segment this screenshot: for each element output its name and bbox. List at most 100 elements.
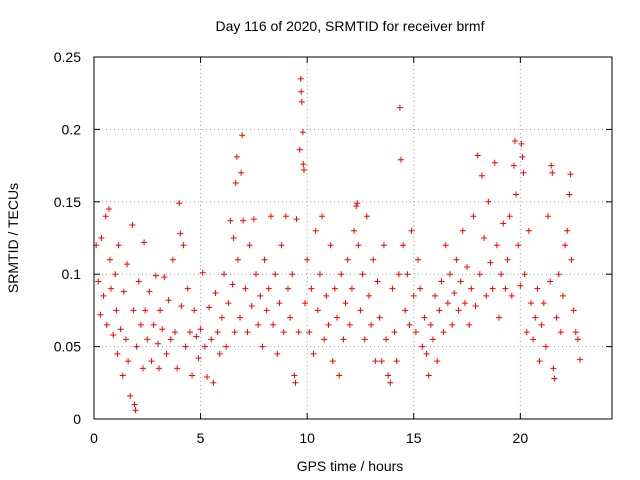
- data-point: [383, 336, 390, 343]
- data-point: [103, 321, 110, 328]
- data-point: [144, 336, 151, 343]
- data-point: [229, 281, 236, 288]
- data-point: [110, 332, 117, 339]
- data-point: [227, 217, 234, 224]
- data-point: [555, 271, 562, 278]
- data-point: [221, 271, 228, 278]
- data-point: [412, 329, 419, 336]
- data-point: [525, 227, 532, 234]
- data-point: [210, 379, 217, 386]
- data-point: [250, 216, 257, 223]
- data-point: [354, 200, 361, 207]
- data-point: [483, 292, 490, 299]
- data-point: [316, 271, 323, 278]
- data-point: [493, 242, 500, 249]
- data-point: [574, 336, 581, 343]
- data-point: [148, 358, 155, 365]
- data-point: [122, 336, 129, 343]
- data-point: [359, 271, 366, 278]
- data-point: [133, 343, 140, 350]
- y-tick-label: 0.15: [54, 194, 81, 210]
- data-point: [310, 350, 317, 357]
- data-point: [177, 230, 184, 237]
- data-point: [451, 290, 458, 297]
- data-point: [238, 169, 245, 176]
- data-point: [508, 292, 515, 299]
- data-point: [459, 227, 466, 234]
- grid-lines: [94, 57, 612, 419]
- data-point: [468, 285, 475, 292]
- data-point: [478, 172, 485, 179]
- data-point: [461, 300, 468, 307]
- data-point: [214, 329, 221, 336]
- data-point: [212, 290, 219, 297]
- data-point: [513, 191, 520, 198]
- y-tick-label: 0.1: [62, 266, 82, 282]
- data-point: [300, 166, 307, 173]
- data-point: [203, 374, 210, 381]
- data-point: [130, 307, 137, 314]
- data-point: [577, 356, 584, 363]
- data-point: [284, 285, 291, 292]
- data-points: [93, 75, 584, 414]
- data-point: [195, 355, 202, 362]
- data-point: [380, 242, 387, 249]
- data-point: [363, 213, 370, 220]
- data-point: [372, 358, 379, 365]
- data-point: [376, 314, 383, 321]
- data-point: [199, 269, 206, 276]
- data-point: [176, 200, 183, 207]
- data-point: [496, 314, 503, 321]
- data-point: [257, 292, 264, 299]
- data-point: [255, 321, 262, 328]
- data-point: [156, 365, 163, 372]
- data-point: [178, 303, 185, 310]
- data-point: [549, 169, 556, 176]
- data-point: [150, 321, 157, 328]
- data-point: [218, 314, 225, 321]
- data-point: [189, 372, 196, 379]
- data-point: [440, 329, 447, 336]
- data-point: [527, 300, 534, 307]
- data-point: [402, 307, 409, 314]
- data-point: [520, 169, 527, 176]
- data-point: [293, 216, 300, 223]
- data-point: [444, 300, 451, 307]
- data-point: [548, 162, 555, 169]
- data-point: [117, 326, 124, 333]
- data-point: [230, 235, 237, 241]
- data-point: [112, 271, 119, 278]
- data-point: [466, 321, 473, 328]
- data-point: [378, 358, 385, 365]
- data-point: [223, 343, 230, 350]
- data-point: [410, 292, 417, 299]
- data-point: [142, 307, 149, 314]
- data-point: [536, 358, 543, 365]
- x-axis-label: GPS time / hours: [297, 458, 404, 474]
- chart-title: Day 116 of 2020, SRMTID for receiver brm…: [216, 18, 485, 34]
- data-point: [357, 307, 364, 314]
- data-point: [267, 213, 274, 220]
- data-point: [557, 329, 564, 336]
- data-point: [502, 285, 509, 292]
- data-point: [306, 329, 313, 336]
- data-point: [329, 358, 336, 365]
- data-point: [442, 242, 449, 249]
- data-point: [265, 285, 272, 292]
- data-point: [545, 213, 552, 220]
- data-point: [141, 239, 148, 246]
- data-point: [396, 104, 403, 111]
- data-point: [521, 271, 528, 278]
- data-point: [298, 98, 305, 105]
- data-point: [553, 314, 560, 321]
- data-point: [248, 303, 255, 310]
- data-point: [191, 307, 198, 314]
- data-point: [295, 329, 302, 336]
- data-point: [429, 336, 436, 343]
- data-point: [184, 285, 191, 292]
- data-point: [135, 278, 142, 285]
- data-point: [132, 407, 139, 414]
- data-point: [476, 271, 483, 278]
- data-point: [216, 350, 223, 357]
- data-point: [180, 242, 187, 249]
